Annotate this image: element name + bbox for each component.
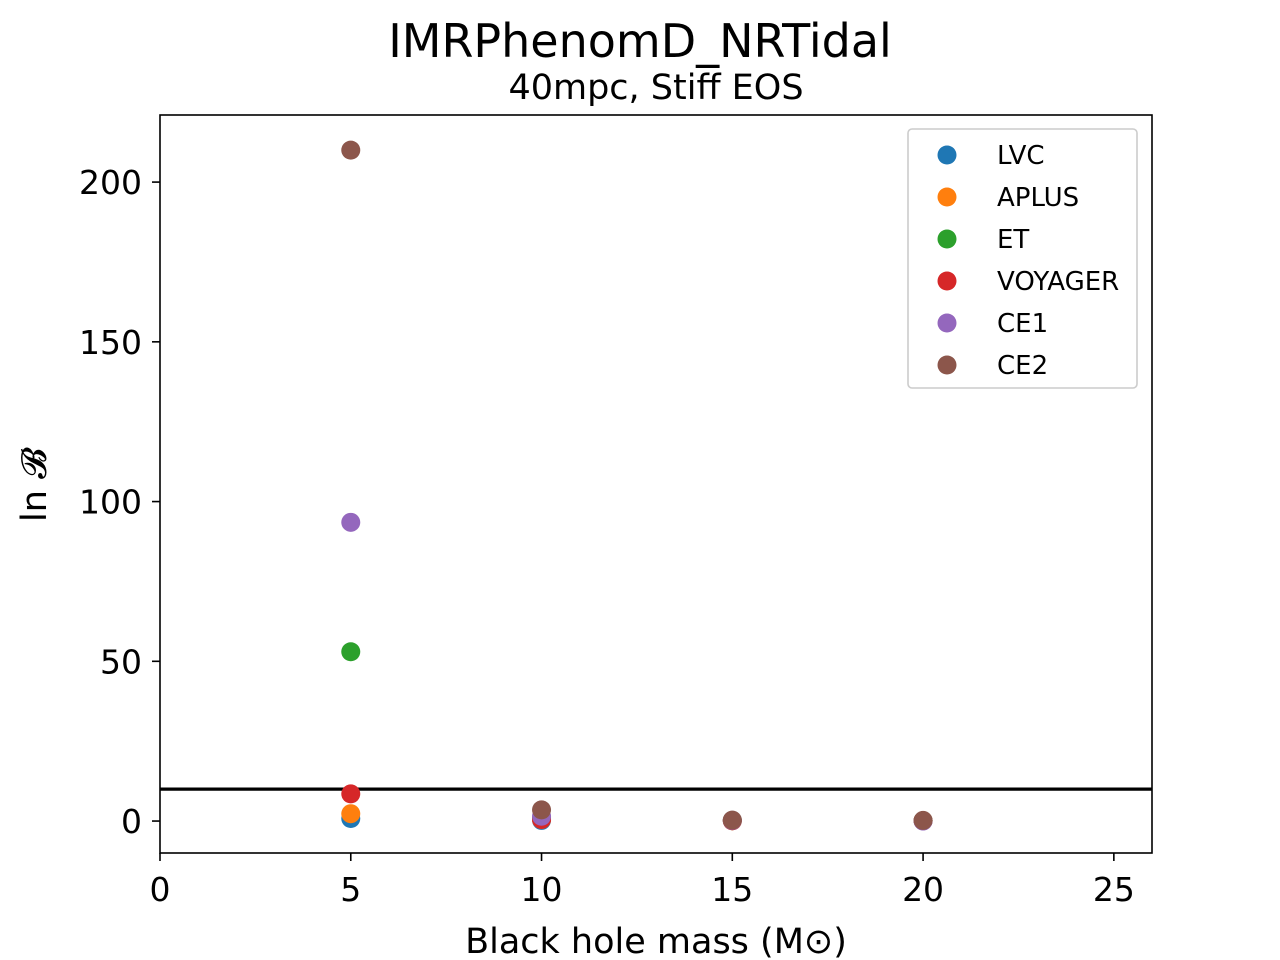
y-tick-label: 100 — [79, 483, 142, 522]
x-tick-label: 15 — [711, 870, 753, 909]
y-tick-label: 0 — [121, 802, 142, 841]
legend-label-ce2: CE2 — [997, 351, 1048, 381]
data-point-ce2 — [532, 800, 552, 820]
x-tick-label: 10 — [521, 870, 563, 909]
legend-label-voyager: VOYAGER — [997, 267, 1119, 297]
legend-label-aplus: APLUS — [997, 183, 1079, 213]
x-tick-label: 25 — [1093, 870, 1135, 909]
legend-marker-ce2 — [937, 355, 957, 375]
data-point-ce2 — [722, 810, 742, 830]
legend-marker-voyager — [937, 271, 957, 291]
data-point-voyager — [341, 784, 361, 804]
legend: LVC APLUS ET VOYAGER CE1 CE2 — [907, 128, 1138, 389]
plot-frame — [159, 114, 1153, 854]
legend-label-lvc: LVC — [997, 141, 1045, 171]
legend-marker-ce1 — [937, 313, 957, 333]
data-point-ce2 — [341, 140, 361, 160]
data-point-et — [341, 642, 361, 662]
x-tick-label: 5 — [340, 870, 361, 909]
y-tick-label: 150 — [79, 323, 142, 362]
legend-box — [907, 128, 1138, 389]
x-tick-label: 20 — [902, 870, 944, 909]
y-axis-label: ln 𝓑 — [15, 447, 55, 522]
chart-subtitle: 40mpc, Stiff EOS — [508, 68, 803, 108]
legend-marker-et — [937, 229, 957, 249]
x-axis-label: Black hole mass (M⊙) — [465, 922, 847, 960]
y-tick-label: 50 — [100, 642, 142, 681]
legend-label-et: ET — [997, 225, 1029, 255]
data-point-aplus — [341, 804, 361, 824]
y-tick-label: 200 — [79, 163, 142, 202]
data-point-ce1 — [341, 512, 361, 532]
legend-marker-lvc — [937, 145, 957, 165]
chart-title: IMRPhenomD_NRTidal — [388, 14, 892, 68]
plot-area: 0 5 10 15 20 25 0 50 100 150 200 — [79, 114, 1153, 909]
x-tick-label: 0 — [150, 870, 171, 909]
legend-marker-aplus — [937, 187, 957, 207]
data-point-ce2 — [913, 810, 933, 830]
legend-label-ce1: CE1 — [997, 309, 1048, 339]
